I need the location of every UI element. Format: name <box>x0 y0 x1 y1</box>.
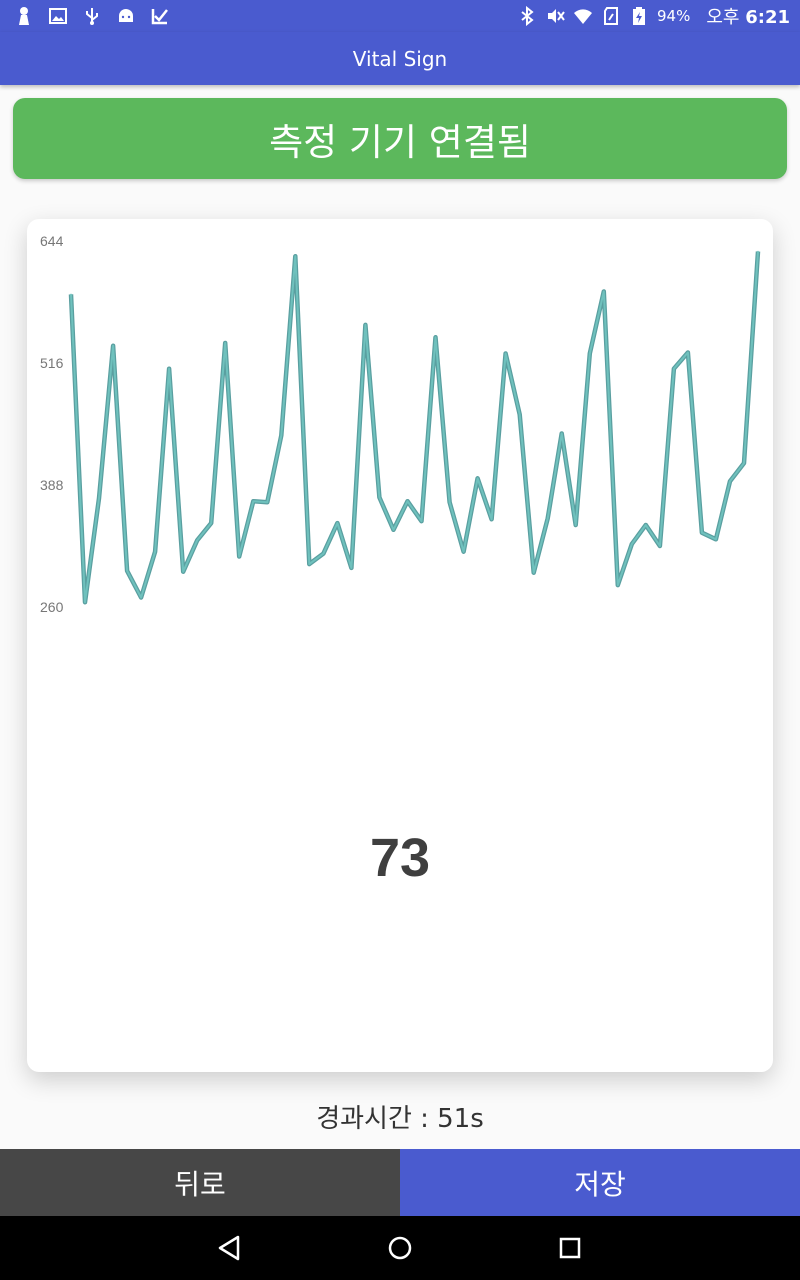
user-icon <box>19 7 29 25</box>
app-check-icon <box>151 9 168 25</box>
data-point <box>84 601 86 603</box>
y-tick-label: 644 <box>40 233 64 249</box>
data-point <box>448 501 451 504</box>
data-point <box>392 529 395 531</box>
data-point <box>224 342 226 344</box>
data-point <box>238 555 240 558</box>
android-icon <box>119 9 133 22</box>
data-point <box>210 522 212 524</box>
data-point <box>322 552 325 555</box>
data-point <box>196 539 198 542</box>
data-point <box>603 290 605 293</box>
banner-label: 측정 기기 연결됨 <box>269 120 531 164</box>
data-point <box>462 550 465 553</box>
series-points <box>70 250 759 603</box>
data-point <box>673 367 675 370</box>
reading-value: 73 <box>369 828 431 888</box>
data-point <box>574 524 577 526</box>
app-title: Vital Sign <box>352 46 448 71</box>
sim-icon <box>604 7 619 25</box>
data-point <box>715 538 717 541</box>
data-point <box>154 550 156 553</box>
back-button[interactable]: 뒤로 <box>0 1149 400 1216</box>
data-point <box>280 434 283 437</box>
image-icon <box>49 8 67 24</box>
data-point <box>406 500 409 503</box>
elapsed-time: 경과시간 : 51s <box>316 1104 484 1134</box>
y-tick-label: 260 <box>40 599 64 615</box>
back-triangle-icon[interactable] <box>214 1232 246 1264</box>
status-bar: 94% 오후 6:21 <box>0 0 800 32</box>
y-tick-label: 516 <box>40 355 64 371</box>
y-tick-label: 388 <box>40 477 64 493</box>
usb-icon <box>86 8 98 25</box>
data-point <box>743 462 745 464</box>
data-point <box>112 345 114 347</box>
data-point <box>476 477 479 480</box>
recents-square-icon[interactable] <box>554 1232 586 1264</box>
device-connected-banner[interactable]: 측정 기기 연결됨 <box>13 98 787 179</box>
navigation-bar <box>0 1216 800 1280</box>
data-point <box>98 497 100 500</box>
data-point <box>434 336 437 339</box>
data-point <box>336 522 339 524</box>
data-point <box>617 584 619 586</box>
battery-icon <box>633 7 646 25</box>
app-bar: Vital Sign <box>0 32 800 85</box>
data-point <box>701 531 703 534</box>
data-point <box>631 543 633 545</box>
mute-icon <box>548 9 565 23</box>
data-point <box>518 413 521 416</box>
data-point <box>350 567 353 569</box>
data-point <box>364 324 367 326</box>
bluetooth-icon <box>521 6 534 26</box>
data-point <box>504 352 507 355</box>
data-point <box>140 596 142 599</box>
data-point <box>659 545 661 547</box>
data-point <box>266 501 269 504</box>
data-point <box>308 563 311 565</box>
data-point <box>168 367 170 370</box>
data-point <box>560 432 563 435</box>
signal-chart: 644 516 388 260 <box>40 233 761 615</box>
system-icons: 94% 오후 6:21 <box>517 4 790 28</box>
data-point <box>420 520 423 522</box>
series-line <box>70 251 759 604</box>
data-point <box>645 524 647 526</box>
data-point <box>532 571 535 574</box>
notification-icons <box>14 4 170 28</box>
battery-percent: 94% <box>657 7 691 25</box>
series-line-group <box>68 251 761 605</box>
y-axis: 644 516 388 260 <box>40 233 64 615</box>
bottom-button-bar: 뒤로 저장 <box>0 1149 800 1216</box>
data-point <box>729 480 731 483</box>
data-point <box>490 518 493 521</box>
data-point <box>757 250 759 253</box>
save-button[interactable]: 저장 <box>400 1149 800 1216</box>
wifi-icon <box>574 9 593 24</box>
time: 6:21 <box>745 7 790 28</box>
measurement-card: 644 516 388 260 73 <box>27 219 773 1072</box>
data-point <box>294 255 297 258</box>
clock: 오후 6:21 <box>706 3 790 29</box>
time-prefix: 오후 <box>706 7 740 28</box>
data-point <box>589 352 591 355</box>
data-point <box>252 500 255 503</box>
data-point <box>378 496 381 499</box>
data-point <box>687 351 689 354</box>
data-point <box>182 570 184 573</box>
data-point <box>126 570 128 572</box>
home-circle-icon[interactable] <box>384 1232 416 1264</box>
data-point <box>70 293 72 296</box>
data-point <box>546 517 549 520</box>
